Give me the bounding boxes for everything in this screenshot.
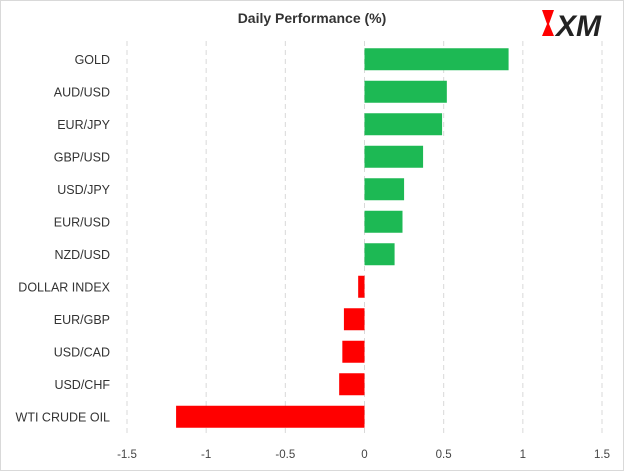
x-tick-label: -0.5: [275, 449, 295, 461]
x-tick-label: 0.5: [436, 449, 452, 461]
category-label: GOLD: [75, 53, 110, 67]
bars: [176, 48, 509, 428]
x-tick-label: 0: [361, 449, 367, 461]
bar: [364, 80, 447, 103]
xm-logo-mark: [542, 10, 554, 36]
x-tick-label: 1: [520, 449, 526, 461]
bar: [176, 405, 365, 428]
category-labels: GOLD AUD/USD EUR/JPY GBP/USD USD/JPY EUR/USD N…: [16, 53, 111, 425]
category-label: NZD/USD: [54, 248, 110, 262]
chart-title: Daily Performance (%): [237, 10, 387, 26]
bar: [342, 340, 365, 363]
bar: [343, 308, 365, 331]
bar: [364, 48, 509, 71]
bar: [364, 145, 424, 168]
category-label: EUR/GBP: [54, 313, 110, 327]
bar: [364, 243, 395, 266]
bar: [364, 178, 405, 201]
x-tick-label: -1.5: [117, 449, 137, 461]
x-axis-ticks: -1.5 -1 -0.5 0 0.5 1 1.5: [117, 449, 610, 461]
x-tick-label: 1.5: [594, 449, 610, 461]
xm-logo-text: XM: [554, 10, 602, 40]
category-label: DOLLAR INDEX: [18, 280, 110, 294]
category-label: EUR/JPY: [57, 118, 110, 132]
bar: [364, 210, 403, 233]
xm-logo: XM: [542, 10, 602, 40]
category-label: USD/CHF: [54, 378, 110, 392]
bar: [358, 275, 365, 298]
x-tick-label: -1: [201, 449, 211, 461]
category-label: AUD/USD: [54, 85, 110, 99]
grid: [126, 41, 603, 437]
category-label: GBP/USD: [54, 150, 110, 164]
category-label: EUR/USD: [54, 215, 110, 229]
bar: [339, 373, 365, 396]
category-label: USD/CAD: [54, 345, 110, 359]
bar: [364, 113, 443, 136]
category-label: USD/JPY: [57, 183, 110, 197]
category-label: WTI CRUDE OIL: [16, 410, 110, 424]
